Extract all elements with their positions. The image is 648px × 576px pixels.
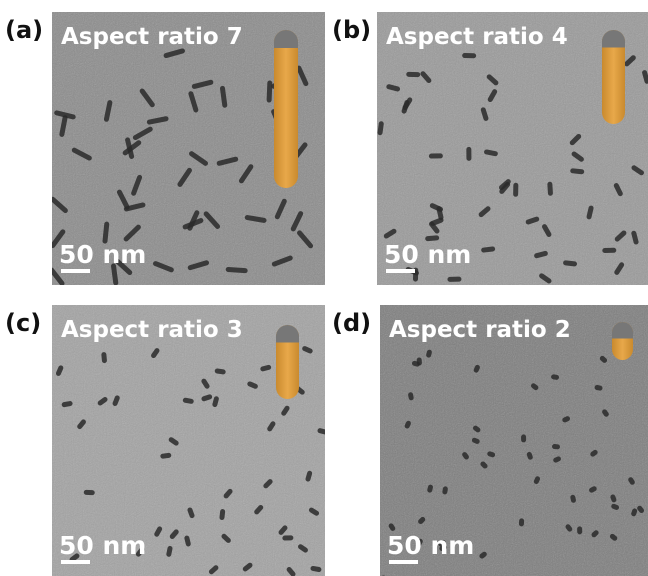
- tem-panel: Aspect ratio 2 50 nm (d): [332, 305, 648, 576]
- nanorod: [371, 533, 380, 541]
- panel-label: (b): [332, 16, 371, 44]
- title: Aspect ratio 2: [389, 317, 571, 343]
- tem-panel: Aspect ratio 3 50 nm (c): [5, 305, 329, 576]
- tem-panel: Aspect ratio 7 50 nm (a): [5, 12, 325, 302]
- tem-panel: Aspect ratio 4 50 nm (b): [332, 12, 648, 285]
- panel-label: (d): [332, 309, 371, 337]
- nanorod: [267, 80, 273, 102]
- nanorod: [84, 490, 95, 496]
- panel-label: (c): [5, 309, 41, 337]
- scale-label: 50 nm: [384, 240, 471, 269]
- scale-label: 50 nm: [59, 531, 146, 560]
- figure: Aspect ratio 7 50 nm (a) Aspect ratio 4 50 n…: [0, 0, 648, 576]
- gold-rod: [274, 30, 298, 188]
- nanorod: [602, 248, 616, 253]
- nanorod: [282, 535, 293, 540]
- nanorod: [406, 72, 420, 77]
- scale-label: 50 nm: [387, 531, 474, 560]
- panel-label: (a): [5, 16, 43, 44]
- nanorod: [447, 277, 461, 282]
- title: Aspect ratio 7: [61, 24, 243, 50]
- nanorod: [462, 53, 476, 58]
- nanorod: [519, 518, 524, 526]
- nanorod: [513, 183, 518, 197]
- nanorod: [521, 434, 526, 442]
- nanorod: [577, 526, 582, 534]
- title: Aspect ratio 3: [61, 317, 243, 343]
- nanorod: [466, 147, 471, 161]
- scale-label: 50 nm: [59, 240, 146, 269]
- nanorod: [547, 182, 553, 196]
- nanorod: [70, 284, 90, 302]
- nanorod: [429, 153, 443, 158]
- title: Aspect ratio 4: [386, 24, 568, 50]
